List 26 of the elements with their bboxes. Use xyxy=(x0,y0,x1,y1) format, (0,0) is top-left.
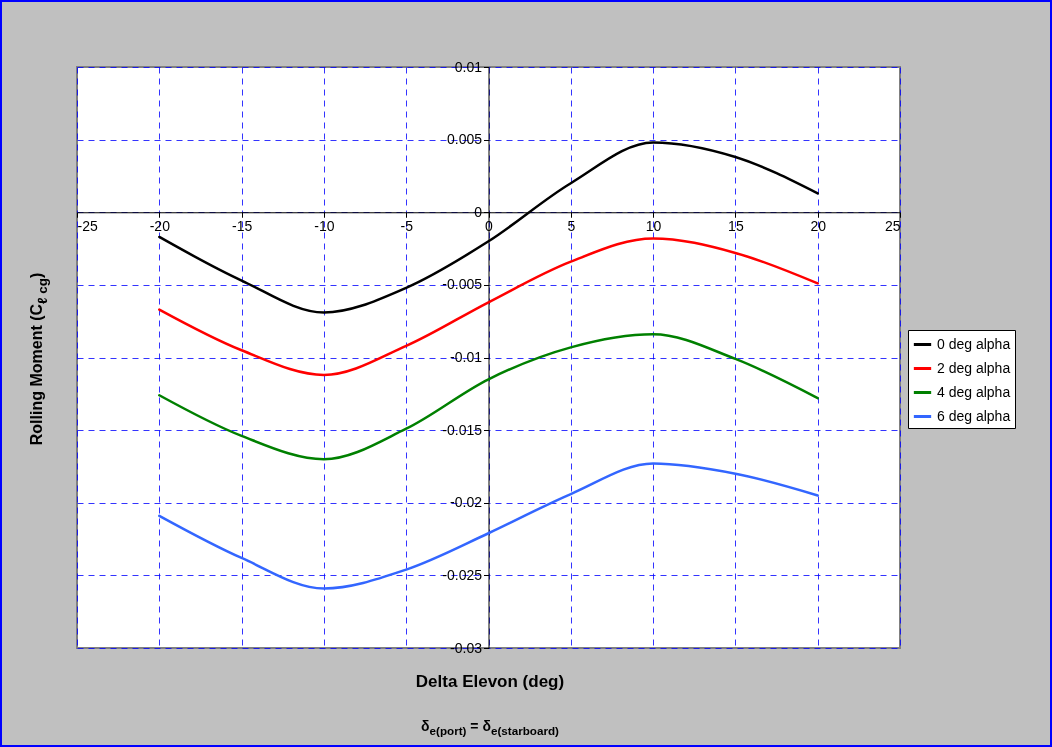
x-tick-label: -10 xyxy=(314,217,335,234)
x-tick-label: -15 xyxy=(231,217,253,234)
legend-label: 6 deg alpha xyxy=(937,407,1011,424)
text: δ$_{e(port)}$ = δ$_{e(starboard)}$ xyxy=(421,718,559,737)
x-tick-label: -5 xyxy=(400,217,414,234)
y-tick-label: -0.01 xyxy=(450,349,483,365)
legend-label: 0 deg alpha xyxy=(937,335,1011,352)
line-series xyxy=(158,333,819,461)
y-tick-label: -0.015 xyxy=(442,421,483,438)
x-tick-label: 5 xyxy=(567,217,576,234)
y-tick-label: -0.02 xyxy=(450,494,483,511)
x-tick-label: -25 xyxy=(77,217,98,234)
x-tick-label: 25 xyxy=(884,217,901,234)
x-tick-label: 0 xyxy=(485,217,494,234)
x-tick-label: -20 xyxy=(149,217,171,234)
y-tick-label: -0.005 xyxy=(442,276,483,293)
x-tick-label: 10 xyxy=(645,217,662,234)
x-tick-label: 15 xyxy=(728,217,744,234)
y-tick-label: 0.005 xyxy=(446,131,483,148)
legend-label: 4 deg alpha xyxy=(937,383,1011,400)
line-series xyxy=(158,237,819,377)
x-tick-label: 20 xyxy=(810,217,827,234)
x-axis-title: Delta Elevon (deg) xyxy=(415,672,565,692)
legend-label: 2 deg alpha xyxy=(937,359,1011,376)
y-tick-label: -0.025 xyxy=(442,566,483,583)
line-series xyxy=(158,462,819,590)
